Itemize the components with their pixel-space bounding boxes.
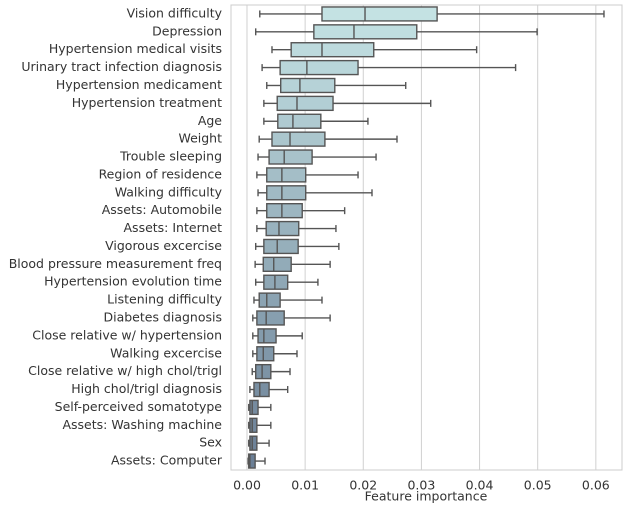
- y-tick-label: Hypertension medicament: [56, 77, 222, 92]
- x-axis-label: Feature importance: [365, 489, 488, 504]
- y-tick-label: Close relative w/ hypertension: [32, 327, 222, 342]
- box: [280, 77, 336, 94]
- y-tick-label: Walking difficulty: [115, 184, 223, 199]
- box: [263, 238, 299, 255]
- y-tick-label: Blood pressure measurement freq: [9, 256, 222, 271]
- y-tick-label: Assets: Internet: [124, 220, 223, 235]
- y-tick-label: Diabetes diagnosis: [103, 309, 222, 324]
- y-tick-label: Vigorous excercise: [105, 238, 222, 253]
- box: [277, 113, 322, 129]
- y-tick-label: Depression: [152, 23, 222, 38]
- y-tick-label: Close relative w/ high chol/trigl: [28, 363, 222, 378]
- box: [266, 202, 303, 219]
- y-tick-label: Vision difficulty: [127, 5, 223, 20]
- box: [276, 95, 334, 112]
- y-tick-label: Trouble sleeping: [119, 149, 222, 164]
- x-tick-label: 0.04: [466, 478, 494, 493]
- box: [265, 220, 300, 237]
- y-tick-label: Assets: Computer: [111, 453, 223, 468]
- y-tick-label: Weight: [178, 131, 222, 146]
- y-tick-label: Assets: Automobile: [102, 202, 223, 217]
- box: [262, 256, 292, 273]
- y-tick-label: Hypertension evolution time: [44, 274, 222, 289]
- y-tick-label: Listening difficulty: [107, 292, 222, 307]
- x-tick-label: 0.05: [524, 478, 552, 493]
- box: [249, 399, 259, 416]
- y-tick-label: Age: [198, 113, 222, 128]
- box: [257, 328, 277, 344]
- x-tick-label: 0.02: [349, 478, 377, 493]
- y-tick-label: High chol/trigl diagnosis: [71, 381, 222, 396]
- box: [255, 363, 272, 380]
- x-tick-label: 0.00: [233, 478, 261, 493]
- y-tick-label: Hypertension treatment: [72, 95, 222, 110]
- box: [279, 59, 359, 76]
- box: [249, 435, 258, 451]
- box: [263, 274, 289, 290]
- y-tick-label: Region of residence: [99, 166, 223, 181]
- box: [266, 185, 307, 201]
- box: [313, 24, 418, 40]
- box: [253, 381, 270, 398]
- box: [256, 310, 285, 326]
- y-tick-label: Assets: Washing machine: [62, 417, 222, 432]
- box: [290, 42, 375, 58]
- y-tick-label: Self-perceived somatotype: [55, 399, 223, 414]
- y-tick-label: Urinary tract infection diagnosis: [21, 59, 222, 74]
- box: [248, 453, 256, 469]
- y-tick-label: Walking excercise: [110, 345, 222, 360]
- y-tick-label: Hypertension medical visits: [49, 41, 222, 56]
- box: [249, 417, 258, 433]
- box: [271, 131, 326, 147]
- x-tick-label: 0.03: [407, 478, 435, 493]
- box: [268, 149, 313, 165]
- y-tick-label: Sex: [199, 435, 222, 450]
- box: [321, 6, 438, 22]
- box: [266, 167, 307, 183]
- box: [256, 346, 275, 362]
- x-tick-label: 0.06: [582, 478, 610, 493]
- x-tick-label: 0.01: [291, 478, 319, 493]
- box: [258, 292, 281, 308]
